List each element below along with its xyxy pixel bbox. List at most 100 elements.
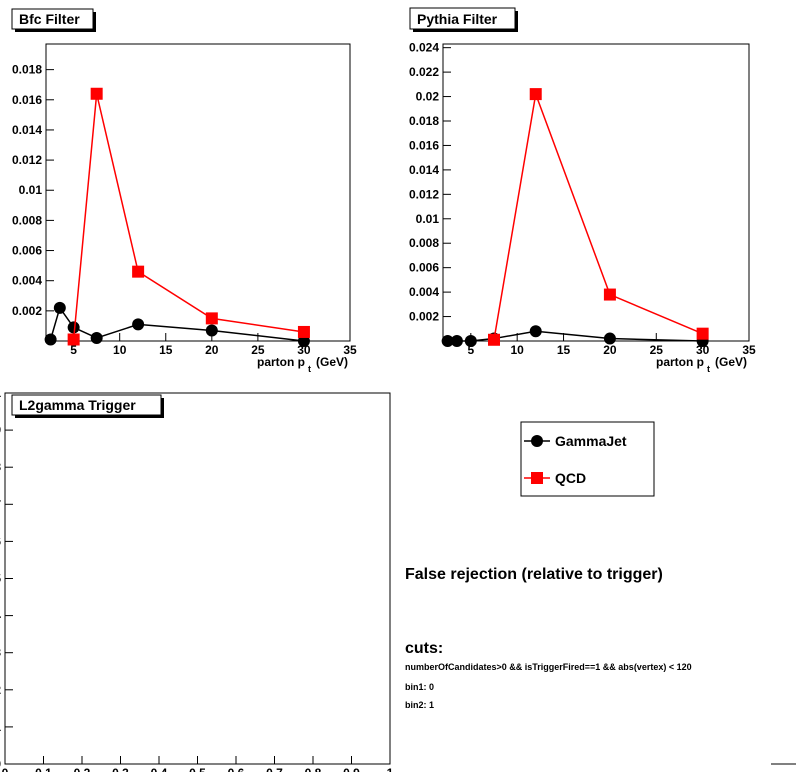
frame — [4, 392, 391, 765]
y-tick-label: 0.8 — [0, 460, 1, 474]
y-tick-label: 0.4 — [0, 609, 1, 623]
x-tick-label: 20 — [603, 343, 617, 357]
y-tick-label: 0.7 — [0, 497, 1, 511]
marker — [90, 331, 103, 344]
marker — [529, 325, 542, 338]
y-tick-label: 0.02 — [416, 90, 440, 104]
title-box — [11, 8, 94, 30]
marker — [464, 335, 477, 347]
y-tick-label: 0.006 — [409, 261, 439, 275]
chart-title: Bfc Filter — [19, 11, 80, 27]
marker — [529, 88, 542, 101]
cuts-title: cuts: — [405, 640, 443, 657]
y-tick-label: 0.022 — [409, 65, 439, 79]
series-line — [493, 91, 703, 340]
x-tick-label: 25 — [650, 343, 664, 357]
x-tick-label: 25 — [251, 343, 265, 357]
x-label-part: parton p — [656, 355, 704, 369]
chart-title: Pythia Filter — [417, 11, 498, 27]
x-tick-label: 15 — [159, 343, 173, 357]
marker — [132, 318, 145, 331]
marker — [603, 288, 616, 301]
legend-label: GammaJet — [555, 433, 627, 449]
y-tick-label: 0.014 — [12, 123, 42, 137]
x-tick-label: 0.2 — [74, 766, 91, 772]
y-tick-label: 0.5 — [0, 572, 1, 586]
y-tick-label: 0.9 — [0, 423, 1, 437]
title-box — [11, 394, 162, 416]
x-tick-label: 0.9 — [343, 766, 360, 772]
bin-text: bin2: 1 — [405, 700, 434, 710]
x-tick-label: 20 — [205, 343, 219, 357]
y-tick-label: 0.018 — [12, 63, 42, 77]
y-tick-label: 0.3 — [0, 646, 1, 660]
x-label-sub: t — [707, 364, 710, 374]
cuts-text: numberOfCandidates>0 && isTriggerFired==… — [405, 662, 692, 672]
series-line — [447, 330, 703, 342]
marker — [132, 265, 145, 278]
marker — [488, 333, 500, 346]
x-tick-label: 0.3 — [112, 766, 129, 772]
marker — [297, 325, 310, 338]
x-tick-label: 0.7 — [266, 766, 283, 772]
y-tick-label: 0.01 — [416, 212, 440, 226]
y-tick-label: 0.006 — [12, 244, 42, 258]
y-tick-label: 0.004 — [409, 285, 439, 299]
x-tick-label: 0.6 — [228, 766, 245, 772]
y-tick-label: 0.2 — [0, 683, 1, 697]
chart-title: L2gamma Trigger — [19, 397, 136, 413]
x-tick-label: 30 — [297, 343, 311, 357]
marker — [531, 472, 543, 484]
marker — [603, 332, 616, 345]
y-tick-label: 0.6 — [0, 534, 1, 548]
marker — [531, 435, 543, 447]
heading: False rejection (relative to trigger) — [405, 566, 663, 583]
x-tick-label: 35 — [343, 343, 357, 357]
x-tick-label: 15 — [557, 343, 571, 357]
y-tick-label: 0.002 — [409, 310, 439, 324]
x-label-part: parton p — [257, 355, 305, 369]
y-tick-label: 0.1 — [0, 720, 1, 734]
x-label-sub: t — [308, 364, 311, 374]
frame — [45, 43, 351, 342]
x-tick-label: 10 — [511, 343, 525, 357]
marker — [53, 301, 66, 314]
marker — [67, 321, 80, 334]
marker — [44, 333, 57, 346]
x-tick-label: 0.4 — [151, 766, 168, 772]
x-tick-label: 0.1 — [35, 766, 52, 772]
legend-box — [520, 421, 655, 497]
marker — [441, 335, 454, 347]
x-tick-label: 5 — [467, 343, 474, 357]
marker — [90, 87, 103, 100]
series-line — [72, 93, 305, 340]
y-tick-label: 0.008 — [12, 213, 42, 227]
y-tick-label: 0.012 — [409, 187, 439, 201]
marker — [696, 327, 709, 340]
y-tick-label: 0.008 — [409, 236, 439, 250]
x-axis-label: parton p t (GeV) — [257, 355, 348, 374]
y-tick-label: 0.004 — [12, 274, 42, 288]
marker — [297, 335, 310, 347]
x-tick-label: 30 — [696, 343, 710, 357]
y-tick-label: 0.024 — [409, 41, 439, 55]
x-tick-label: 0 — [2, 766, 9, 772]
y-tick-label: 0.016 — [409, 138, 439, 152]
title-box — [409, 7, 516, 30]
bin-text: bin1: 0 — [405, 682, 434, 692]
y-tick-label: 0.014 — [409, 163, 439, 177]
y-tick-label: 0.012 — [12, 153, 42, 167]
x-tick-label: 35 — [742, 343, 756, 357]
legend-label: QCD — [555, 470, 586, 486]
marker — [450, 335, 463, 347]
x-label-part: (GeV) — [316, 355, 348, 369]
x-label-part: (GeV) — [715, 355, 747, 369]
x-tick-label: 10 — [113, 343, 127, 357]
marker — [205, 312, 218, 325]
x-axis-label: parton p t (GeV) — [656, 355, 747, 374]
marker — [67, 333, 80, 346]
y-tick-label: 0.016 — [12, 93, 42, 107]
marker — [205, 324, 218, 337]
y-tick-label: 0.002 — [12, 304, 42, 318]
